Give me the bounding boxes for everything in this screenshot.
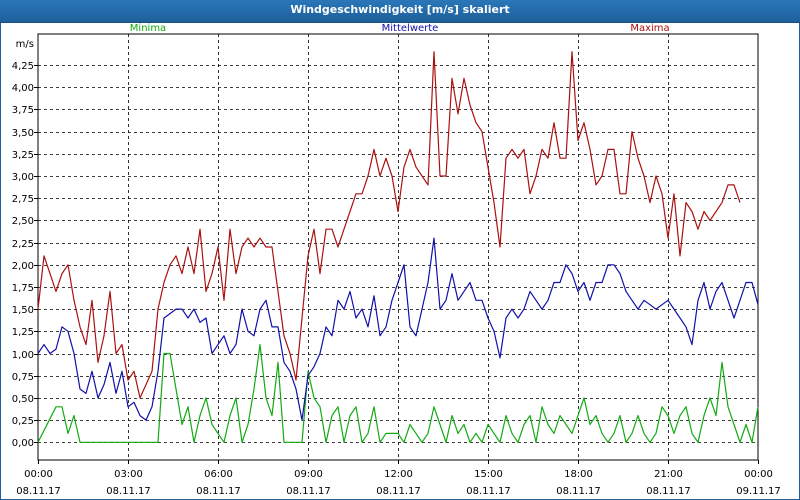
x-tick-time: 06:00	[204, 469, 233, 480]
y-axis-label: m/s	[16, 39, 34, 50]
y-tick-label: 0,00	[12, 438, 34, 449]
x-tick-date: 08.11.17	[286, 486, 331, 497]
y-tick-label: 2,75	[12, 194, 34, 205]
y-tick-label: 1,25	[12, 327, 34, 338]
series-line-mittelwerte	[37, 237, 759, 421]
y-tick-label: 4,25	[12, 61, 34, 72]
y-tick-label: 3,75	[12, 105, 34, 116]
legend-minima: Minima	[130, 23, 166, 34]
y-tick-label: 3,25	[12, 150, 34, 161]
x-tick-date: 08.11.17	[556, 486, 601, 497]
x-tick-date: 08.11.17	[376, 486, 421, 497]
y-tick-label: 2,25	[12, 239, 34, 250]
y-tick-label: 2,50	[12, 216, 34, 227]
y-tick-label: 4,00	[12, 83, 34, 94]
y-tick-label: 0,75	[12, 372, 34, 383]
x-tick-time: 21:00	[654, 469, 683, 480]
x-tick-time: 00:00	[24, 469, 53, 480]
x-tick-date: 08.11.17	[646, 486, 691, 497]
y-tick-label: 3,00	[12, 172, 34, 183]
x-tick-date: 09.11.17	[736, 486, 781, 497]
y-tick-label: 0,50	[12, 394, 34, 405]
series-line-minima	[37, 344, 759, 443]
x-tick-time: 09:00	[294, 469, 323, 480]
legend-maxima: Maxima	[630, 23, 669, 34]
x-tick-time: 00:00	[744, 469, 773, 480]
y-tick-label: 0,25	[12, 416, 34, 427]
series-line-maxima	[37, 51, 741, 399]
x-tick-date: 08.11.17	[106, 486, 151, 497]
x-tick-date: 08.11.17	[196, 486, 241, 497]
x-tick-time: 12:00	[384, 469, 413, 480]
y-tick-label: 1,75	[12, 283, 34, 294]
legend-mittelwerte: Mittelwerte	[382, 23, 439, 34]
title-bar: Windgeschwindigkeit [m/s] skaliert	[0, 0, 800, 23]
plot-area	[37, 33, 759, 461]
y-tick-label: 3,50	[12, 128, 34, 139]
x-tick-time: 18:00	[564, 469, 593, 480]
x-tick-time: 03:00	[114, 469, 143, 480]
y-tick-label: 1,50	[12, 305, 34, 316]
chart-title: Windgeschwindigkeit [m/s] skaliert	[290, 3, 510, 16]
x-tick-date: 08.11.17	[16, 486, 61, 497]
y-tick-label: 1,00	[12, 350, 34, 361]
x-tick-date: 08.11.17	[466, 486, 511, 497]
x-tick-time: 15:00	[474, 469, 503, 480]
y-tick-label: 2,00	[12, 261, 34, 272]
